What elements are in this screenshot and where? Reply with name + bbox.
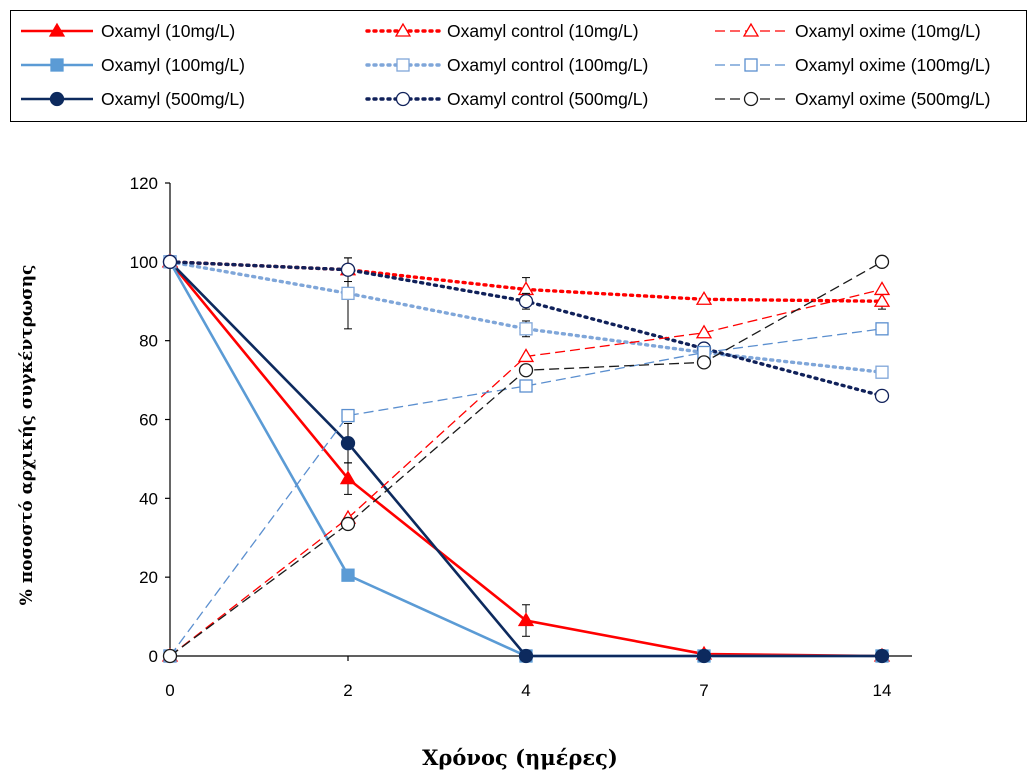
y-tick-label: 40 (139, 489, 158, 508)
y-tick-label: 20 (139, 568, 158, 587)
series-oxamyl-100mg-l (163, 255, 889, 663)
legend-swatch (715, 58, 787, 72)
data-point (696, 648, 712, 664)
data-point (696, 355, 712, 370)
chart-legend: Oxamyl (10mg/L) Oxamyl (100mg/L) Oxamyl (5… (10, 10, 1027, 122)
legend-label: Oxamyl control (10mg/L) (447, 20, 639, 41)
data-point (873, 292, 891, 307)
data-point (875, 322, 889, 336)
legend-label: Oxamyl (500mg/L) (101, 88, 245, 109)
legend-marker (394, 22, 412, 37)
series-oxamyl-control-500mg-l (162, 254, 890, 404)
legend-marker (49, 91, 65, 107)
legend-swatch (21, 91, 93, 107)
legend-label: Oxamyl (100mg/L) (101, 54, 245, 75)
data-point (518, 294, 534, 309)
data-point (340, 516, 356, 532)
series-line (169, 288, 883, 657)
data-point (519, 322, 533, 336)
legend-item: Oxamyl oxime (10mg/L) (711, 14, 981, 48)
y-tick-label: 120 (130, 174, 158, 193)
x-tick-label: 14 (873, 681, 892, 700)
legend-item: Oxamyl control (100mg/L) (363, 48, 648, 82)
legend-label: Oxamyl oxime (500mg/L) (795, 88, 991, 109)
data-point (695, 324, 713, 339)
data-point (517, 348, 535, 363)
y-tick-label: 60 (139, 411, 158, 430)
legend-item: Oxamyl oxime (500mg/L) (711, 82, 990, 116)
x-tick-label: 4 (521, 681, 530, 700)
y-tick-label: 80 (139, 332, 158, 351)
data-point (874, 388, 890, 404)
data-point (339, 470, 357, 485)
legend-item: Oxamyl control (10mg/L) (363, 14, 639, 48)
legend-swatch (365, 58, 441, 72)
series-oxamyl-500mg-l (162, 254, 890, 664)
x-axis-title: Χρόνος (ημέρες) (422, 745, 618, 770)
legend-swatch (21, 58, 93, 72)
data-point (875, 365, 889, 379)
data-point (517, 612, 535, 627)
y-axis-title: % ποσοστό αρχικής συγκέντρωσης (17, 265, 37, 606)
data-point (341, 286, 355, 301)
series-oxamyl-10mg-l (161, 253, 891, 662)
data-point (874, 648, 890, 664)
legend-marker (396, 58, 410, 72)
legend-marker (50, 58, 64, 72)
x-tick-label: 7 (699, 681, 708, 700)
data-point (340, 435, 356, 451)
x-tick-label: 0 (165, 681, 174, 700)
data-point (519, 379, 533, 393)
legend-swatch (715, 91, 787, 107)
series-oxamyl-oxime-10mg-l (161, 281, 891, 662)
legend-item: Oxamyl control (500mg/L) (363, 82, 648, 116)
y-tick-label: 100 (130, 253, 158, 272)
data-point (518, 648, 534, 664)
legend-marker (48, 22, 66, 37)
x-tick-label: 2 (343, 681, 352, 700)
series-oxamyl-oxime-500mg-l (162, 254, 890, 664)
legend-marker (743, 91, 759, 107)
data-point (695, 290, 713, 305)
legend-label: Oxamyl control (500mg/L) (447, 88, 649, 109)
legend-marker (744, 58, 758, 72)
data-point (518, 363, 534, 378)
legend-item: Oxamyl (100mg/L) (17, 48, 245, 82)
legend-label: Oxamyl oxime (10mg/L) (795, 20, 981, 41)
legend-label: Oxamyl control (100mg/L) (447, 54, 649, 75)
legend-swatch (715, 22, 787, 37)
legend-item: Oxamyl (500mg/L) (17, 82, 245, 116)
data-point (162, 254, 178, 269)
legend-swatch (21, 22, 93, 37)
legend-item: Oxamyl oxime (100mg/L) (711, 48, 990, 82)
data-point (340, 262, 356, 277)
legend-marker (395, 91, 411, 107)
legend-swatch (365, 22, 441, 37)
legend-label: Oxamyl (10mg/L) (101, 20, 236, 41)
data-point (873, 281, 891, 296)
data-point (874, 254, 890, 269)
data-point (341, 568, 355, 582)
legend-label: Oxamyl oxime (100mg/L) (795, 54, 991, 75)
series-line (168, 260, 884, 374)
data-point (162, 648, 178, 664)
series-line (169, 328, 883, 657)
data-point (341, 408, 355, 423)
y-tick-label: 0 (149, 647, 158, 666)
legend-item: Oxamyl (10mg/L) (17, 14, 235, 48)
legend-marker (742, 22, 760, 37)
legend-swatch (365, 91, 441, 107)
